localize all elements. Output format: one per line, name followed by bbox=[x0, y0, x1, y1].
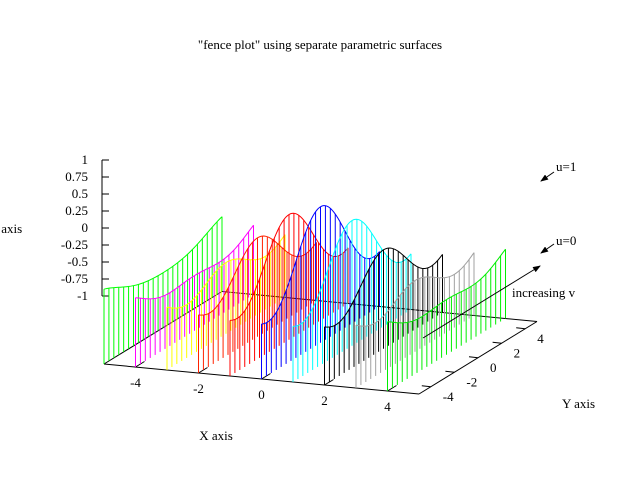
x-tick-label: -4 bbox=[130, 375, 141, 390]
annotation-u0: u=0 bbox=[556, 233, 576, 248]
u0-arrow bbox=[540, 243, 555, 254]
fences-group bbox=[103, 205, 506, 391]
z-tick-label: -1 bbox=[77, 288, 88, 303]
z-axis-label: Z axis bbox=[0, 221, 22, 236]
z-tick-label: -0.75 bbox=[61, 271, 88, 286]
fence-curve bbox=[292, 218, 412, 327]
x-tick-label: 2 bbox=[321, 393, 328, 408]
y-tick-mark bbox=[421, 385, 431, 388]
fence-0 bbox=[103, 216, 223, 364]
y-axis-label: Y axis bbox=[562, 396, 595, 411]
annotation-increasing-v: increasing v bbox=[512, 285, 576, 300]
x-tick-mark bbox=[135, 361, 145, 368]
fence-curve bbox=[135, 224, 254, 300]
fence-7 bbox=[324, 247, 443, 385]
fence-curve bbox=[261, 205, 380, 325]
y-tick-mark bbox=[516, 327, 526, 330]
y-tick-label: -4 bbox=[443, 389, 454, 404]
z-tick-label: 1 bbox=[82, 152, 89, 167]
y-tick-label: 2 bbox=[514, 345, 521, 360]
fence-curve bbox=[355, 252, 475, 327]
y-tick-label: 0 bbox=[490, 360, 497, 375]
fence-2 bbox=[166, 234, 286, 370]
increasing-v-arrow bbox=[422, 265, 541, 339]
fence-3 bbox=[198, 235, 317, 373]
fence-curve bbox=[387, 248, 506, 324]
z-tick-label: 0 bbox=[82, 220, 89, 235]
fence-curve bbox=[198, 235, 317, 316]
y-tick-mark bbox=[468, 356, 479, 359]
x-tick-label: -2 bbox=[193, 381, 204, 396]
fence-9 bbox=[387, 248, 506, 391]
y-tick-mark bbox=[492, 341, 502, 344]
y-tick-label: -2 bbox=[466, 374, 477, 389]
x-tick-label: 4 bbox=[384, 399, 391, 414]
x-tick-label: 0 bbox=[258, 387, 265, 402]
y-tick-label: 4 bbox=[537, 331, 544, 346]
chart-title: "fence plot" using separate parametric s… bbox=[198, 37, 442, 52]
x-tick-mark bbox=[324, 379, 334, 386]
annotation-u1: u=1 bbox=[556, 159, 576, 174]
fence-curve bbox=[229, 212, 349, 321]
z-tick-label: 0.5 bbox=[72, 186, 88, 201]
x-axis-label: X axis bbox=[199, 428, 233, 443]
z-tick-label: -0.25 bbox=[61, 237, 88, 252]
fence-4 bbox=[229, 212, 349, 376]
x-tick-mark bbox=[261, 373, 271, 380]
x-tick-mark bbox=[198, 367, 208, 374]
fence-curve bbox=[166, 234, 286, 309]
fence-curve bbox=[103, 216, 223, 290]
fence-5 bbox=[261, 205, 380, 379]
y-tick-mark bbox=[445, 370, 455, 373]
x-tick-mark bbox=[387, 385, 397, 392]
z-tick-label: 0.25 bbox=[65, 203, 88, 218]
z-tick-label: 0.75 bbox=[65, 169, 88, 184]
u1-arrow bbox=[540, 171, 555, 182]
fence-curve bbox=[324, 247, 443, 328]
fence-6 bbox=[292, 218, 412, 382]
labels-group: -1 -0.75 -0.5 -0.25 0 0.25 0.5 0.75 1 -4 -2 0 2 4 -4 -2… bbox=[0, 152, 595, 443]
z-tick-label: -0.5 bbox=[67, 254, 88, 269]
